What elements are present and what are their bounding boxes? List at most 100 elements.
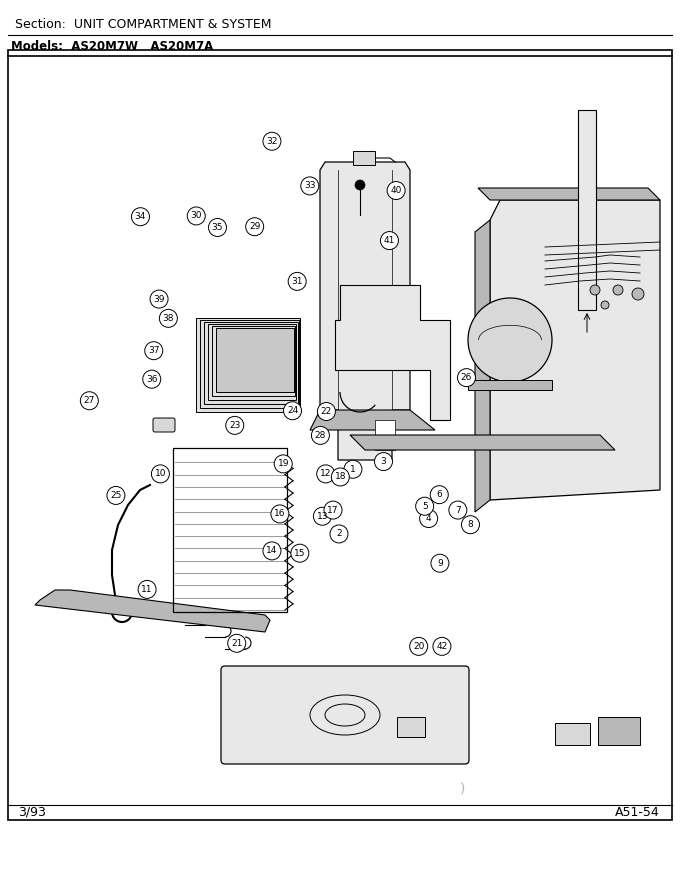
Circle shape <box>274 455 292 473</box>
Circle shape <box>431 554 449 572</box>
Circle shape <box>245 217 264 236</box>
Circle shape <box>226 416 243 435</box>
Text: 25: 25 <box>110 491 122 500</box>
Text: 37: 37 <box>148 346 160 356</box>
Circle shape <box>632 288 644 300</box>
Circle shape <box>159 310 177 327</box>
Circle shape <box>590 285 600 295</box>
Text: 15: 15 <box>294 549 305 558</box>
Text: 11: 11 <box>141 585 153 594</box>
Circle shape <box>381 231 398 250</box>
Text: 38: 38 <box>163 314 174 323</box>
Text: Models:  AS20M7W   AS20M7A: Models: AS20M7W AS20M7A <box>11 40 214 53</box>
Circle shape <box>271 505 289 523</box>
Circle shape <box>311 427 329 444</box>
Text: 20: 20 <box>413 642 424 651</box>
Bar <box>555 723 590 745</box>
Circle shape <box>107 487 125 504</box>
Circle shape <box>209 218 226 237</box>
Polygon shape <box>310 410 435 430</box>
Text: 12: 12 <box>320 469 331 479</box>
Text: 42: 42 <box>437 642 447 651</box>
Text: 28: 28 <box>315 431 326 440</box>
Circle shape <box>301 177 319 194</box>
Circle shape <box>263 542 281 560</box>
Circle shape <box>449 501 467 519</box>
Polygon shape <box>320 162 410 460</box>
Circle shape <box>318 402 335 421</box>
Text: ): ) <box>460 781 465 795</box>
Text: 39: 39 <box>153 295 165 304</box>
Text: A51-54: A51-54 <box>615 805 660 818</box>
Text: 14: 14 <box>267 546 277 555</box>
FancyBboxPatch shape <box>221 666 469 764</box>
Text: 8: 8 <box>468 520 473 529</box>
Circle shape <box>288 273 306 290</box>
Polygon shape <box>490 200 660 500</box>
Text: 32: 32 <box>267 136 277 146</box>
Circle shape <box>468 298 552 382</box>
Circle shape <box>187 207 205 225</box>
Text: 13: 13 <box>317 512 328 521</box>
Polygon shape <box>204 322 298 404</box>
Bar <box>468 380 552 390</box>
Text: 34: 34 <box>135 212 146 221</box>
Polygon shape <box>200 320 299 408</box>
Text: 21: 21 <box>231 639 243 648</box>
Text: 19: 19 <box>277 459 289 468</box>
Text: 3/93: 3/93 <box>18 805 46 818</box>
Text: 1: 1 <box>350 465 356 473</box>
Circle shape <box>131 208 150 225</box>
Text: 4: 4 <box>426 514 431 523</box>
Circle shape <box>324 501 342 519</box>
Text: 17: 17 <box>327 506 339 515</box>
Bar <box>173 448 287 612</box>
Circle shape <box>145 341 163 360</box>
FancyBboxPatch shape <box>153 418 175 432</box>
Circle shape <box>80 392 99 410</box>
Text: 5: 5 <box>422 502 428 510</box>
Text: 9: 9 <box>437 559 443 568</box>
Circle shape <box>355 180 365 190</box>
Text: 3: 3 <box>381 457 386 466</box>
Text: 33: 33 <box>304 181 316 190</box>
Text: 30: 30 <box>190 211 202 220</box>
Text: 7: 7 <box>455 506 461 515</box>
Polygon shape <box>216 328 294 392</box>
Bar <box>397 717 425 737</box>
Circle shape <box>387 181 405 200</box>
Text: 10: 10 <box>154 469 166 479</box>
Text: 23: 23 <box>229 421 241 429</box>
Circle shape <box>601 301 609 309</box>
Circle shape <box>331 468 350 486</box>
Polygon shape <box>478 188 660 200</box>
Text: 6: 6 <box>437 490 442 499</box>
Bar <box>8 50 672 820</box>
Circle shape <box>228 634 245 652</box>
Bar <box>578 110 596 310</box>
Text: 27: 27 <box>84 396 95 405</box>
Text: 40: 40 <box>390 186 402 195</box>
Polygon shape <box>35 590 270 632</box>
Text: 36: 36 <box>146 375 158 384</box>
Circle shape <box>291 544 309 562</box>
Circle shape <box>150 290 168 308</box>
Circle shape <box>415 497 434 515</box>
Circle shape <box>138 581 156 598</box>
Text: 29: 29 <box>249 223 260 231</box>
Polygon shape <box>212 326 295 396</box>
Circle shape <box>462 516 479 533</box>
Bar <box>598 717 640 745</box>
Circle shape <box>613 285 623 295</box>
Circle shape <box>152 465 169 483</box>
Text: 24: 24 <box>287 407 298 415</box>
Text: 41: 41 <box>384 236 395 245</box>
Circle shape <box>143 370 160 388</box>
Circle shape <box>344 460 362 478</box>
Circle shape <box>284 402 301 420</box>
Circle shape <box>409 637 428 656</box>
Text: 16: 16 <box>274 510 286 518</box>
Circle shape <box>458 369 475 386</box>
Bar <box>353 151 375 165</box>
Circle shape <box>263 132 281 150</box>
